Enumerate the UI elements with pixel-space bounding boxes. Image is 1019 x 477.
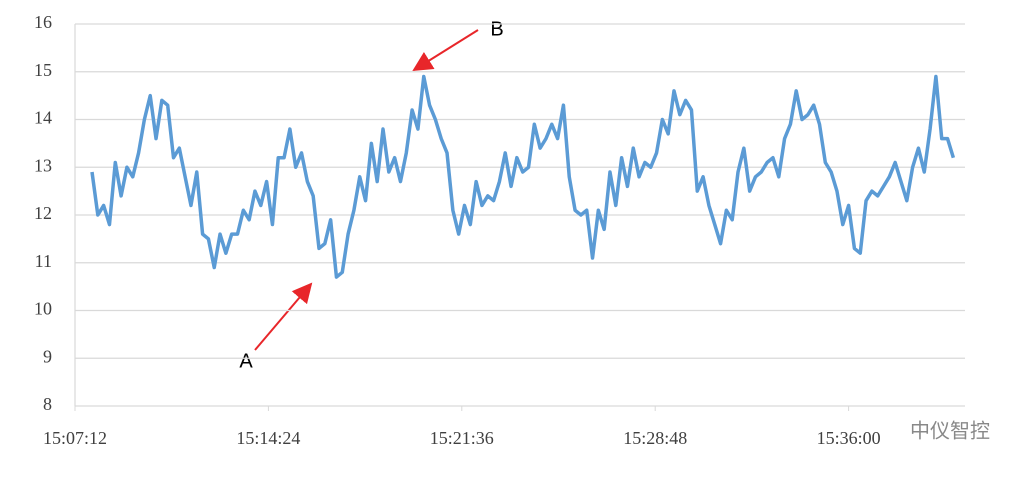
x-tick-label: 15:14:24 [236, 428, 300, 448]
y-tick-label: 15 [34, 60, 52, 80]
arrow [412, 29, 479, 72]
x-tick-label: 15:21:36 [430, 428, 494, 448]
y-tick-label: 14 [34, 108, 52, 128]
y-tick-label: 9 [43, 346, 52, 366]
y-tick-label: 12 [34, 203, 52, 223]
y-tick-label: 13 [34, 155, 52, 175]
x-tick-label: 15:28:48 [623, 428, 687, 448]
x-tick-label: 15:07:12 [43, 428, 107, 448]
y-tick-label: 16 [34, 12, 52, 32]
arrow [254, 282, 313, 351]
x-tick-label: 15:36:00 [817, 428, 881, 448]
line [90, 74, 956, 279]
y-tick-label: 8 [43, 394, 52, 414]
annotation: A [239, 350, 253, 372]
y-tick-label: 10 [34, 299, 52, 319]
y-tick-label: 11 [35, 251, 52, 271]
watermark: 中仪智控 [910, 419, 990, 443]
annotation: B [490, 18, 503, 40]
